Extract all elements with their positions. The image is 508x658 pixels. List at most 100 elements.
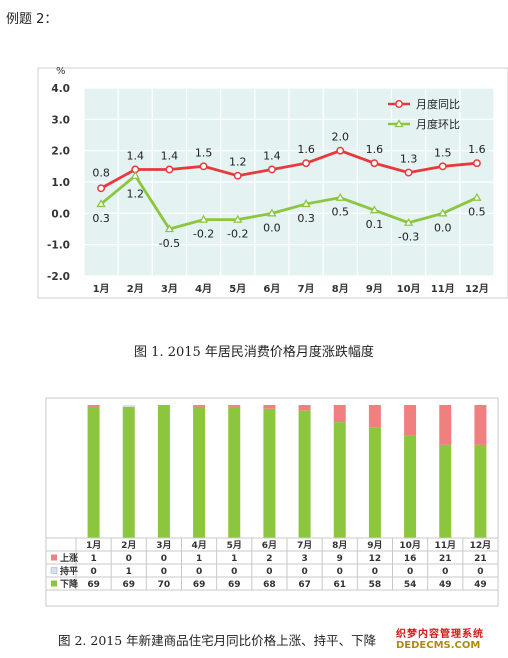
x-tick-label: 6月 bbox=[262, 540, 277, 551]
table-cell: 69 bbox=[122, 580, 135, 590]
table-cell: 0 bbox=[266, 567, 272, 577]
point-mom bbox=[403, 217, 414, 226]
bar-segment-0 bbox=[474, 405, 487, 445]
point-yoy bbox=[233, 171, 242, 180]
point-mom bbox=[369, 205, 380, 214]
chart1-y-ticks: 4.0 3.0 2.0 1.0 0.0 -1.0 -2.0 bbox=[47, 83, 70, 283]
x-tick-label: 3月 bbox=[161, 283, 178, 295]
x-tick-label: 4月 bbox=[195, 283, 212, 295]
data-label: 0.3 bbox=[297, 212, 315, 225]
y-tick-label: 3.0 bbox=[51, 114, 70, 126]
chart1-legend: 月度同比 月度环比 bbox=[388, 97, 460, 131]
y-tick-label: -2.0 bbox=[47, 271, 70, 283]
x-tick-label: 7月 bbox=[297, 540, 312, 551]
table-cell: 54 bbox=[404, 580, 417, 590]
data-label: 1.6 bbox=[366, 143, 384, 156]
table-cell: 1 bbox=[231, 554, 237, 564]
chart1-x-ticks: 1月 2月 3月 4月 5月 6月 7月 8月 9月 10月 11月 12月 bbox=[93, 283, 489, 295]
point-mom bbox=[335, 192, 345, 201]
data-label: 1.6 bbox=[468, 143, 486, 156]
page-heading: 例题 2： bbox=[6, 12, 58, 27]
legend-label: 下降 bbox=[60, 578, 79, 590]
point-yoy bbox=[199, 162, 208, 171]
table-cell: 21 bbox=[474, 554, 487, 564]
x-tick-label: 10月 bbox=[399, 540, 421, 551]
series-line-1 bbox=[100, 173, 478, 231]
data-label: 1.5 bbox=[195, 146, 213, 159]
x-tick-label: 9月 bbox=[366, 283, 383, 295]
bar-segment-0 bbox=[439, 405, 452, 445]
table-cell: 0 bbox=[161, 554, 167, 564]
x-tick-label: 5月 bbox=[229, 283, 246, 295]
bar-segment-2 bbox=[368, 427, 381, 538]
data-label: 0.5 bbox=[468, 206, 486, 219]
point-mom bbox=[472, 192, 482, 201]
point-yoy bbox=[97, 184, 106, 193]
chart2-caption: 图 2. 2015 年新建商品住宅月同比价格上涨、持平、下降 bbox=[58, 633, 377, 648]
table-cell: 2 bbox=[266, 554, 272, 564]
chart1-series bbox=[96, 146, 482, 233]
y-tick-label: 0.0 bbox=[51, 208, 70, 220]
table-cell: 9 bbox=[337, 554, 343, 564]
table-cell: 67 bbox=[298, 580, 311, 590]
data-label: 1.4 bbox=[127, 149, 145, 162]
x-tick-label: 5月 bbox=[227, 540, 242, 551]
x-tick-label: 11月 bbox=[431, 283, 455, 295]
legend-swatch bbox=[50, 567, 58, 574]
x-tick-label: 8月 bbox=[332, 540, 347, 551]
legend-label: 持平 bbox=[60, 565, 78, 577]
data-label: 0.1 bbox=[366, 218, 384, 231]
point-mom bbox=[301, 199, 311, 208]
bar-segment-0 bbox=[333, 405, 346, 423]
point-yoy bbox=[165, 165, 174, 174]
table-cell: 1 bbox=[126, 567, 132, 577]
legend-swatch bbox=[51, 580, 57, 587]
bar-segment-0 bbox=[193, 405, 206, 407]
legend-marker-yoy bbox=[395, 100, 403, 108]
data-label: 1.3 bbox=[400, 153, 418, 166]
y-unit-label: % bbox=[56, 66, 66, 77]
x-tick-label: 10月 bbox=[397, 283, 421, 295]
series-line-0 bbox=[100, 149, 478, 190]
point-mom bbox=[233, 214, 243, 223]
x-tick-label: 7月 bbox=[298, 283, 315, 295]
table-cell: 0 bbox=[196, 567, 202, 577]
table-cell: 0 bbox=[301, 567, 307, 577]
x-tick-label: 6月 bbox=[263, 283, 280, 295]
chart2-bars bbox=[87, 405, 487, 538]
bar-segment-2 bbox=[157, 405, 170, 538]
legend-label-yoy: 月度同比 bbox=[416, 97, 460, 111]
data-label: 0.8 bbox=[92, 166, 110, 179]
bar-segment-0 bbox=[228, 405, 241, 407]
x-tick-label: 2月 bbox=[127, 283, 144, 295]
data-label: 0.3 bbox=[92, 212, 110, 225]
bar-segment-2 bbox=[122, 406, 135, 538]
x-tick-label: 12月 bbox=[465, 283, 489, 295]
data-label: -0.5 bbox=[159, 237, 180, 250]
table-cell: 69 bbox=[228, 580, 241, 590]
line-chart-cpi: 4.0 3.0 2.0 1.0 0.0 -1.0 -2.0 1月 2月 3月 4月 5月 6月 7月 8月… bbox=[37, 66, 508, 299]
bar-segment-0 bbox=[87, 405, 100, 407]
data-label: 0.5 bbox=[332, 206, 350, 219]
x-tick-label: 12月 bbox=[470, 540, 492, 551]
table-cell: 70 bbox=[158, 580, 171, 590]
bar-segment-2 bbox=[263, 408, 276, 538]
data-label: 0.0 bbox=[434, 221, 452, 234]
point-mom bbox=[198, 214, 209, 223]
table-cell: 0 bbox=[126, 554, 132, 564]
table-cell: 0 bbox=[477, 567, 483, 577]
table-cell: 0 bbox=[231, 567, 237, 577]
legend-marker-mom bbox=[394, 119, 404, 128]
y-tick-label: 4.0 bbox=[51, 83, 70, 95]
point-yoy bbox=[267, 165, 276, 174]
point-yoy bbox=[336, 146, 345, 155]
table-cell: 58 bbox=[369, 580, 382, 590]
chart1-gridlines bbox=[83, 87, 495, 277]
table-cell: 21 bbox=[439, 554, 452, 564]
data-label: -0.3 bbox=[398, 231, 419, 244]
table-cell: 69 bbox=[193, 580, 206, 590]
table-cell: 0 bbox=[407, 567, 413, 577]
x-tick-label: 8月 bbox=[332, 283, 349, 295]
